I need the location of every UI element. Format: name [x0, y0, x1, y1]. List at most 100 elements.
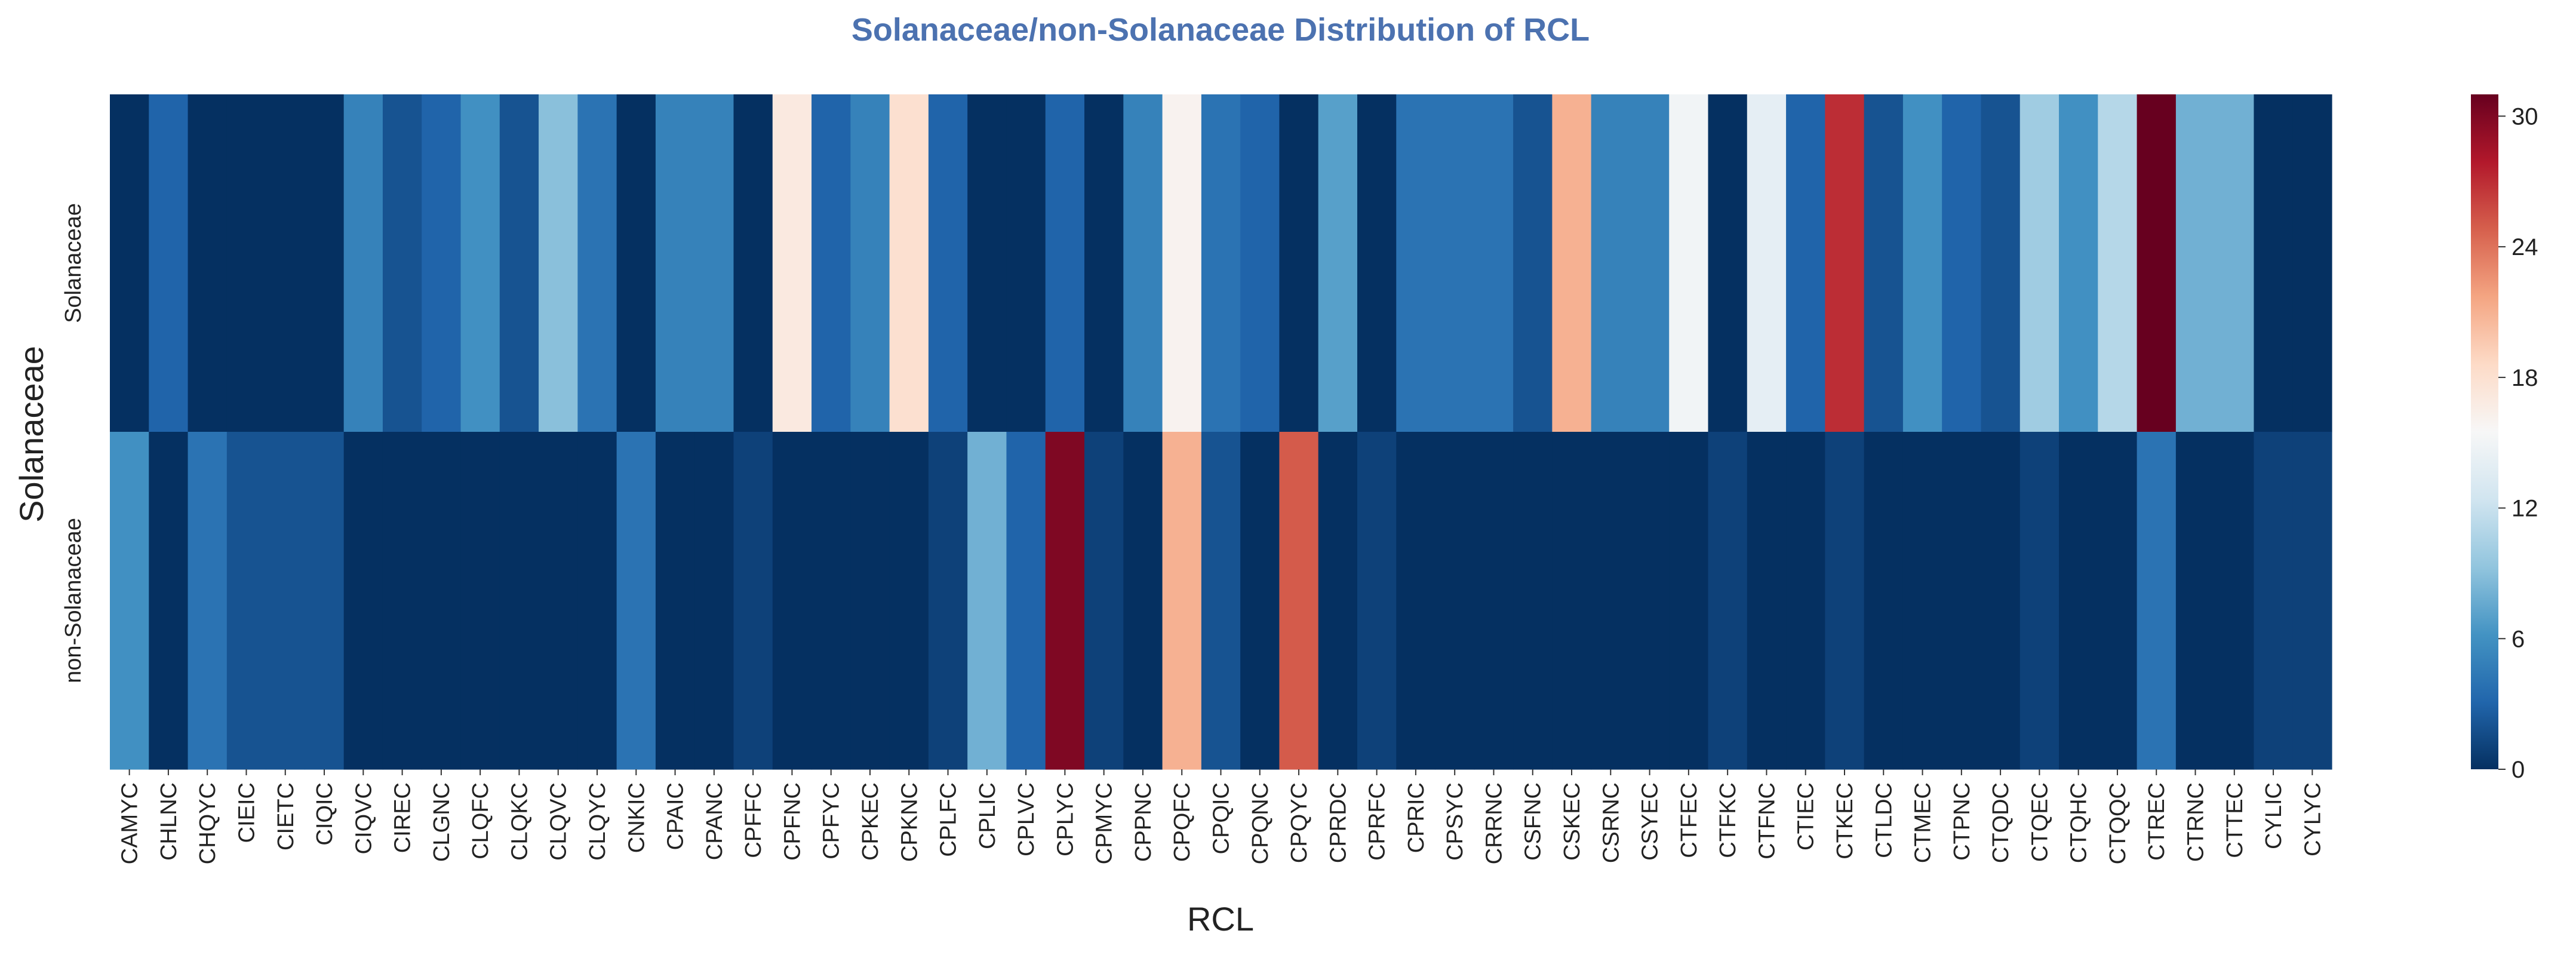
heatmap-cell — [1162, 432, 1202, 770]
heatmap-cell — [382, 432, 422, 770]
heatmap-cell — [110, 94, 149, 432]
x-tick-label: CLQKC — [507, 782, 532, 861]
x-tick-label: CPANC — [702, 782, 727, 860]
x-tick-label: CPLYC — [1053, 782, 1078, 856]
x-tick-label: CHLNC — [156, 782, 182, 861]
x-tick-label: CTRNC — [2184, 782, 2209, 862]
heatmap-cell — [1084, 94, 1124, 432]
heatmap-cell — [1396, 432, 1436, 770]
heatmap-cell — [967, 94, 1007, 432]
colorbar-tick-label: 18 — [2512, 365, 2538, 391]
heatmap-cell — [1474, 94, 1514, 432]
heatmap-cell — [577, 94, 617, 432]
x-tick-label: CPKNC — [897, 782, 922, 862]
x-tick-label: CIQIC — [312, 782, 337, 846]
heatmap-cell — [1552, 94, 1592, 432]
heatmap-cell — [1474, 432, 1514, 770]
x-tick-label: CSFNC — [1521, 782, 1546, 861]
heatmap-cell — [2019, 94, 2059, 432]
heatmap-cell — [1669, 432, 1709, 770]
heatmap-cell — [266, 432, 305, 770]
heatmap-cell — [1435, 94, 1475, 432]
x-tick-label: CLGNC — [429, 782, 454, 862]
heatmap-cell — [1747, 432, 1787, 770]
x-tick-label: CTFKC — [1716, 782, 1741, 858]
x-tick-label: CLQYC — [585, 782, 610, 861]
x-tick-label: CIREC — [391, 782, 416, 853]
x-tick-label: CYLYC — [2300, 782, 2325, 856]
heatmap-cell — [187, 432, 228, 770]
x-tick-label: CIEIC — [235, 782, 260, 843]
colorbar-tick-label: 12 — [2512, 496, 2538, 522]
heatmap-cell — [1318, 94, 1358, 432]
x-tick-label: CTFEC — [1677, 782, 1702, 858]
heatmap-cell — [2059, 432, 2098, 770]
heatmap-cell — [2215, 94, 2255, 432]
heatmap-cell — [1981, 94, 2021, 432]
heatmap-cell — [1513, 94, 1553, 432]
x-tick-label: CPLVC — [1014, 782, 1039, 856]
heatmap-cell — [1902, 432, 1942, 770]
colorbar-tick-label: 6 — [2512, 626, 2525, 652]
x-tick-label: CPAIC — [663, 782, 688, 850]
heatmap-cell — [928, 432, 968, 770]
heatmap-cell — [266, 94, 305, 432]
heatmap-cell — [850, 432, 890, 770]
x-tick-label: CPRDC — [1326, 782, 1351, 863]
x-tick-label: CTPNC — [1950, 782, 1975, 861]
heatmap-cell — [1864, 432, 1904, 770]
heatmap-cell — [1123, 94, 1163, 432]
heatmap-cell — [422, 94, 462, 432]
heatmap-cell — [1357, 94, 1397, 432]
x-tick-label: CTREC — [2144, 782, 2169, 861]
heatmap-cell — [2019, 432, 2059, 770]
x-tick-label: CLQVC — [546, 782, 571, 861]
x-tick-label: CPLIC — [975, 782, 1000, 849]
x-tick-label: CTQEC — [2027, 782, 2052, 862]
x-tick-label: CPKEC — [858, 782, 883, 861]
colorbar-tick-label: 30 — [2512, 104, 2538, 130]
x-tick-label: CSYEC — [1638, 782, 1663, 861]
x-tick-label: CPQYC — [1287, 782, 1312, 863]
colorbar-ticks: 0 6 12 18 24 30 — [2498, 104, 2538, 783]
x-tick-label: CPPNC — [1131, 782, 1156, 862]
y-axis-label: Solanaceae — [13, 346, 50, 523]
heatmap-cell — [1552, 432, 1592, 770]
x-tick-label: CPFYC — [819, 782, 844, 859]
heatmap-cell — [2098, 94, 2138, 432]
x-tick-label: CNKIC — [624, 782, 649, 853]
heatmap-cell — [1240, 432, 1280, 770]
heatmap-cell — [1630, 432, 1670, 770]
heatmap-cell — [772, 94, 812, 432]
heatmap-cell — [226, 432, 266, 770]
heatmap-cell — [655, 432, 695, 770]
heatmap-cell — [1006, 94, 1046, 432]
heatmap-cell — [539, 432, 578, 770]
heatmap-cell — [1669, 94, 1709, 432]
x-tick-label: CPRIC — [1404, 782, 1429, 853]
heatmap-cell — [1279, 432, 1319, 770]
x-tick-label: CTLDC — [1871, 782, 1896, 858]
heatmap-cell — [850, 94, 890, 432]
x-tick-label: CPFNC — [780, 782, 805, 861]
heatmap-cell — [499, 94, 539, 432]
x-tick-label: CTQQC — [2105, 782, 2131, 864]
heatmap-cell — [2098, 432, 2138, 770]
heatmap-cell — [1786, 432, 1825, 770]
x-tick-label: CTQHC — [2067, 782, 2092, 863]
x-tick-label: CPQNC — [1248, 782, 1273, 864]
x-tick-label: CRRNC — [1482, 782, 1507, 864]
heatmap-cell — [1708, 432, 1748, 770]
heatmap-cell — [1825, 432, 1865, 770]
heatmap-cell — [343, 432, 383, 770]
heatmap-cell — [1279, 94, 1319, 432]
heatmap-cell — [1591, 432, 1631, 770]
heatmap-cell — [1942, 94, 1982, 432]
heatmap-cell — [733, 432, 773, 770]
heatmap-cell — [110, 432, 149, 770]
x-tick-label: CIETC — [273, 782, 299, 850]
heatmap-cells — [110, 94, 2332, 770]
x-tick-label: CTFNC — [1754, 782, 1779, 859]
heatmap-cell — [382, 94, 422, 432]
